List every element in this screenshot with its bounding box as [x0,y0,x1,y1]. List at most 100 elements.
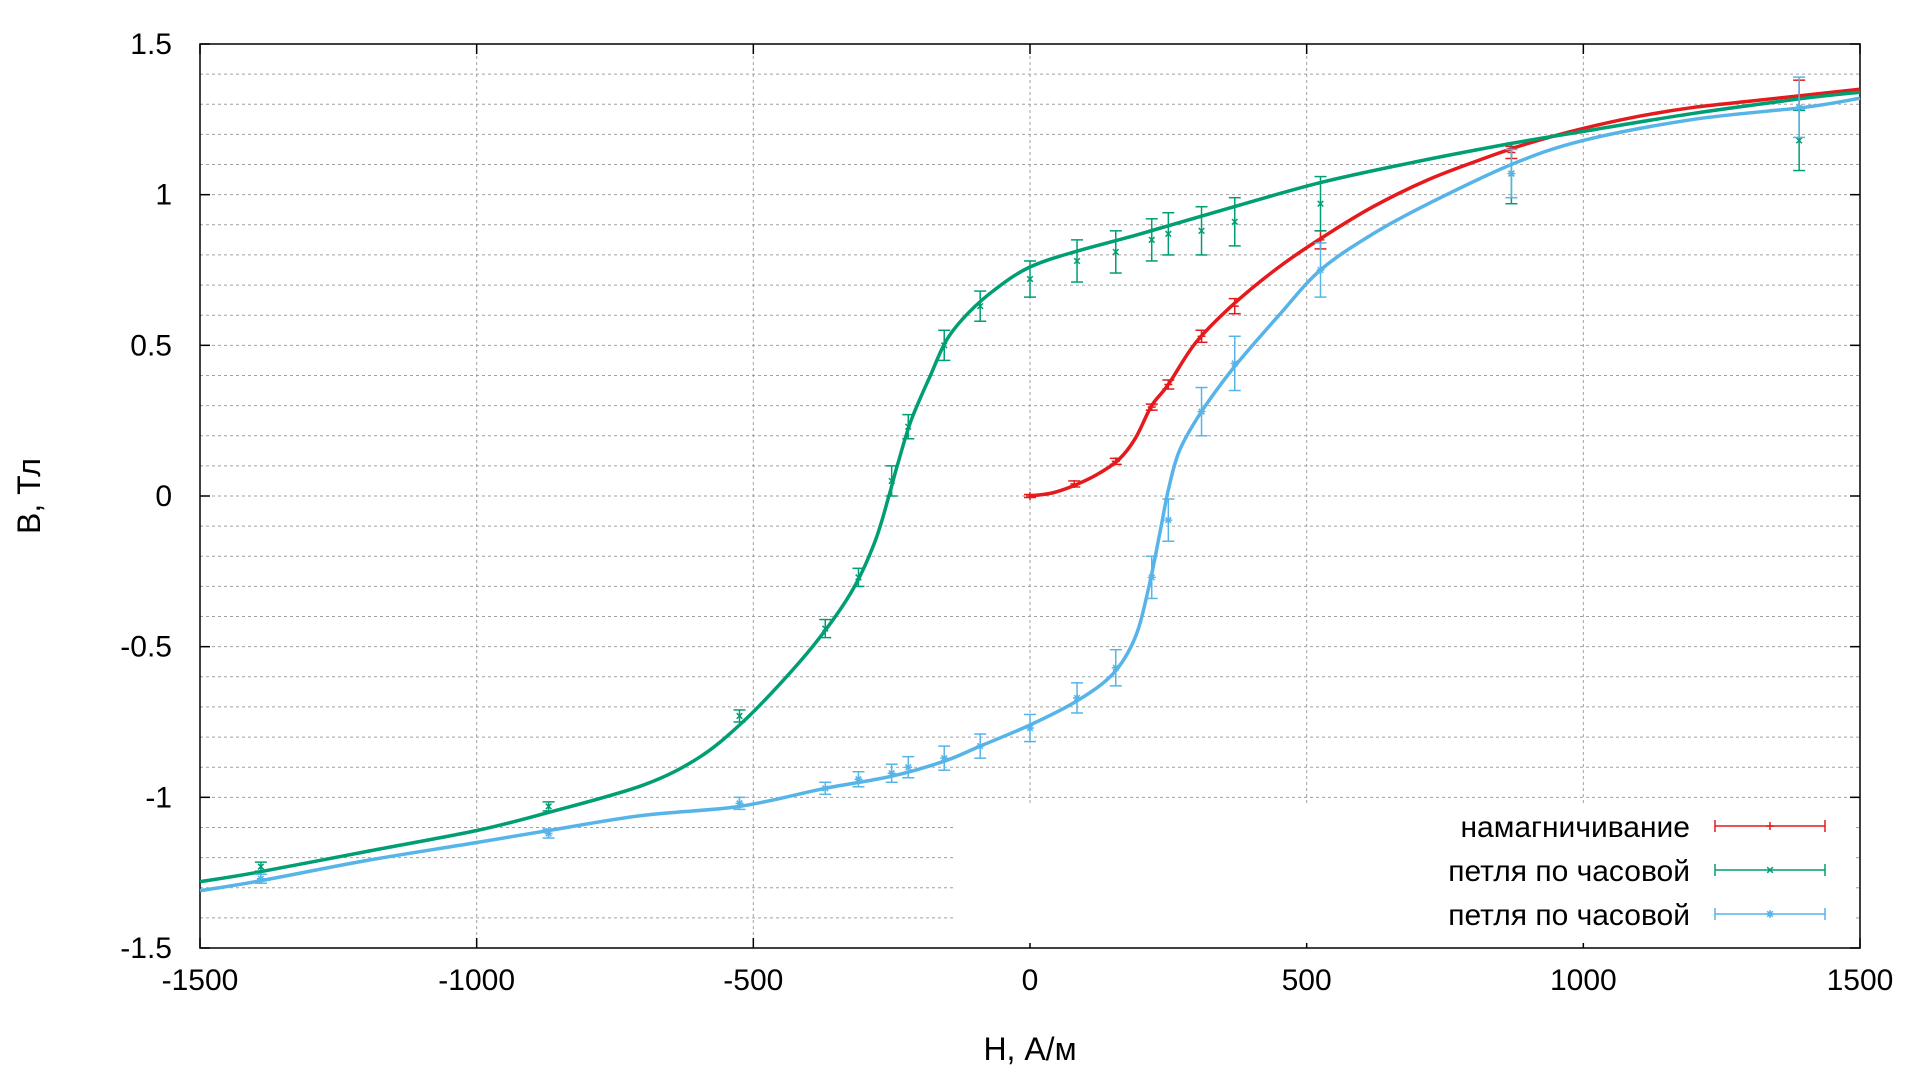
x-tick-label: 0 [1022,964,1039,997]
series-group [199,76,1861,893]
marker-stroke [1231,218,1239,226]
data-point-marker [1317,200,1324,208]
data-point-marker [976,742,985,751]
marker-stroke [1508,170,1515,177]
marker-stroke [1165,230,1172,238]
x-tick-label: 500 [1282,964,1332,997]
x-tick-label: 1500 [1827,964,1894,997]
y-axis-title: B, Тл [11,458,47,534]
data-point-marker [1766,822,1774,830]
marker-stroke [1198,227,1205,235]
data-point-marker [1316,266,1325,274]
marker-stroke [736,800,743,807]
grid [200,44,1860,948]
data-point-marker [855,574,862,581]
data-point-marker [1147,403,1156,412]
y-tick-label: -1 [145,781,172,814]
data-point-marker [1111,663,1120,672]
data-point-marker [1165,230,1172,238]
x-tick-label: -500 [723,964,783,997]
data-point-marker [976,302,984,310]
marker-stroke [1766,866,1774,874]
data-point-marker [1197,332,1206,341]
data-point-marker [888,477,895,485]
legend-label: петля по часовой [1448,855,1690,888]
data-point-marker [940,754,949,763]
y-tick-label: 0.5 [130,329,172,362]
data-point-marker [257,863,265,870]
data-point-marker [1070,479,1079,488]
data-point-marker [1073,693,1082,702]
x-tick-labels: -1500 -1000 -500 0 500 1000 1500 [162,964,1894,997]
data-point-marker [1231,218,1239,226]
data-point-marker [1147,573,1156,582]
marker-stroke [1165,516,1172,524]
series-line [199,90,1861,884]
marker-stroke [904,423,912,431]
data-point-marker [1795,137,1803,144]
data-point-marker [821,784,830,793]
marker-stroke [1026,275,1034,283]
series-line [199,96,1861,893]
data-point-marker [1112,248,1120,256]
marker-stroke [1148,236,1156,244]
marker-stroke [1112,664,1120,672]
marker-stroke [904,763,912,771]
marker-stroke [1112,248,1120,256]
x-tick-label: 1000 [1550,964,1617,997]
marker-stroke [1198,408,1205,415]
marker-stroke [257,863,265,870]
data-point-marker [821,625,829,632]
data-point-marker [545,803,552,810]
data-point-marker [1164,380,1173,389]
marker-stroke [545,803,552,810]
series-line [1029,87,1861,498]
data-point-marker [1507,169,1516,178]
data-point-marker [1230,302,1239,311]
marker-stroke [1766,910,1774,918]
x-tick-label: -1000 [438,964,515,997]
data-point-marker [887,769,896,778]
marker-stroke [888,769,895,777]
marker-stroke [821,784,829,792]
marker-stroke [257,875,265,883]
data-point-marker [736,712,743,720]
marker-stroke [1231,360,1239,367]
data-point-marker [1026,724,1034,733]
y-tick-label: -1.5 [120,932,172,965]
marker-stroke [940,342,948,349]
data-point-marker [1111,457,1120,466]
data-point-marker [1026,492,1034,500]
marker-stroke [976,742,984,750]
marker-stroke [545,830,552,837]
marker-stroke [855,574,862,581]
data-point-marker [1164,516,1173,525]
data-point-marker [1148,236,1156,244]
marker-stroke [976,302,984,310]
legend: намагничивание петля по часовой петля по ч… [955,803,1855,943]
y-tick-label: 1.5 [130,28,172,61]
x-tick-label: -1500 [162,964,239,997]
marker-stroke [855,775,862,783]
marker-stroke [1317,200,1324,208]
marker-stroke [1795,137,1803,144]
marker-stroke [940,754,948,762]
marker-stroke [1073,694,1081,702]
data-point-marker [1026,275,1034,283]
data-point-marker [1230,359,1239,368]
data-point-marker [544,829,553,838]
data-point-marker [735,799,744,808]
data-point-marker [1073,257,1081,265]
marker-stroke [888,477,895,485]
marker-stroke [1148,574,1156,581]
marker-stroke [1073,257,1081,265]
data-point-marker [904,763,913,772]
series-group [199,90,1861,884]
data-point-marker [940,342,948,349]
marker-stroke [1317,266,1324,274]
y-tick-label: 1 [155,179,172,212]
data-point-marker [854,775,863,784]
legend-background [955,803,1855,943]
marker-stroke [821,625,829,632]
marker-stroke [1795,103,1803,111]
